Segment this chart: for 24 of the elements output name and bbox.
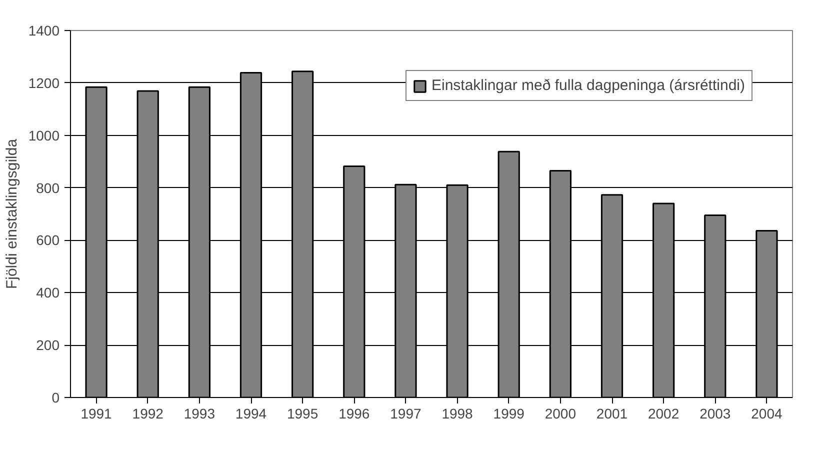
x-tick-label: 1996 (338, 406, 370, 422)
y-tick-label: 600 (36, 232, 60, 248)
x-tick-label: 1999 (493, 406, 525, 422)
y-tick-label: 400 (36, 284, 60, 301)
y-tick-label: 1200 (28, 74, 60, 91)
legend-label: Einstaklingar með fulla dagpeninga (ársréttindi) (431, 77, 745, 94)
x-tick-label: 2002 (648, 406, 680, 422)
x-tick-label: 2004 (751, 406, 782, 422)
y-tick-label: 800 (36, 180, 60, 196)
x-tick-label: 2003 (700, 406, 731, 422)
x-tick-label: 1991 (80, 406, 112, 422)
x-tick-label: 1998 (442, 406, 474, 422)
x-tick-label: 2001 (596, 406, 628, 422)
y-axis-title: Fjöldi einstaklingsgilda (3, 138, 20, 290)
x-tick-label: 1997 (390, 406, 422, 422)
x-tick-label: 1992 (132, 406, 164, 422)
y-tick-label: 200 (36, 337, 60, 354)
x-tick-label: 2000 (544, 406, 576, 422)
x-tick-label: 1993 (184, 406, 216, 422)
x-tick-label: 1994 (235, 406, 267, 422)
y-tick-label: 1400 (28, 22, 60, 38)
x-tick-label: 1995 (287, 406, 318, 422)
y-tick-label: 1000 (28, 127, 60, 144)
y-tick-label: 0 (52, 390, 60, 406)
